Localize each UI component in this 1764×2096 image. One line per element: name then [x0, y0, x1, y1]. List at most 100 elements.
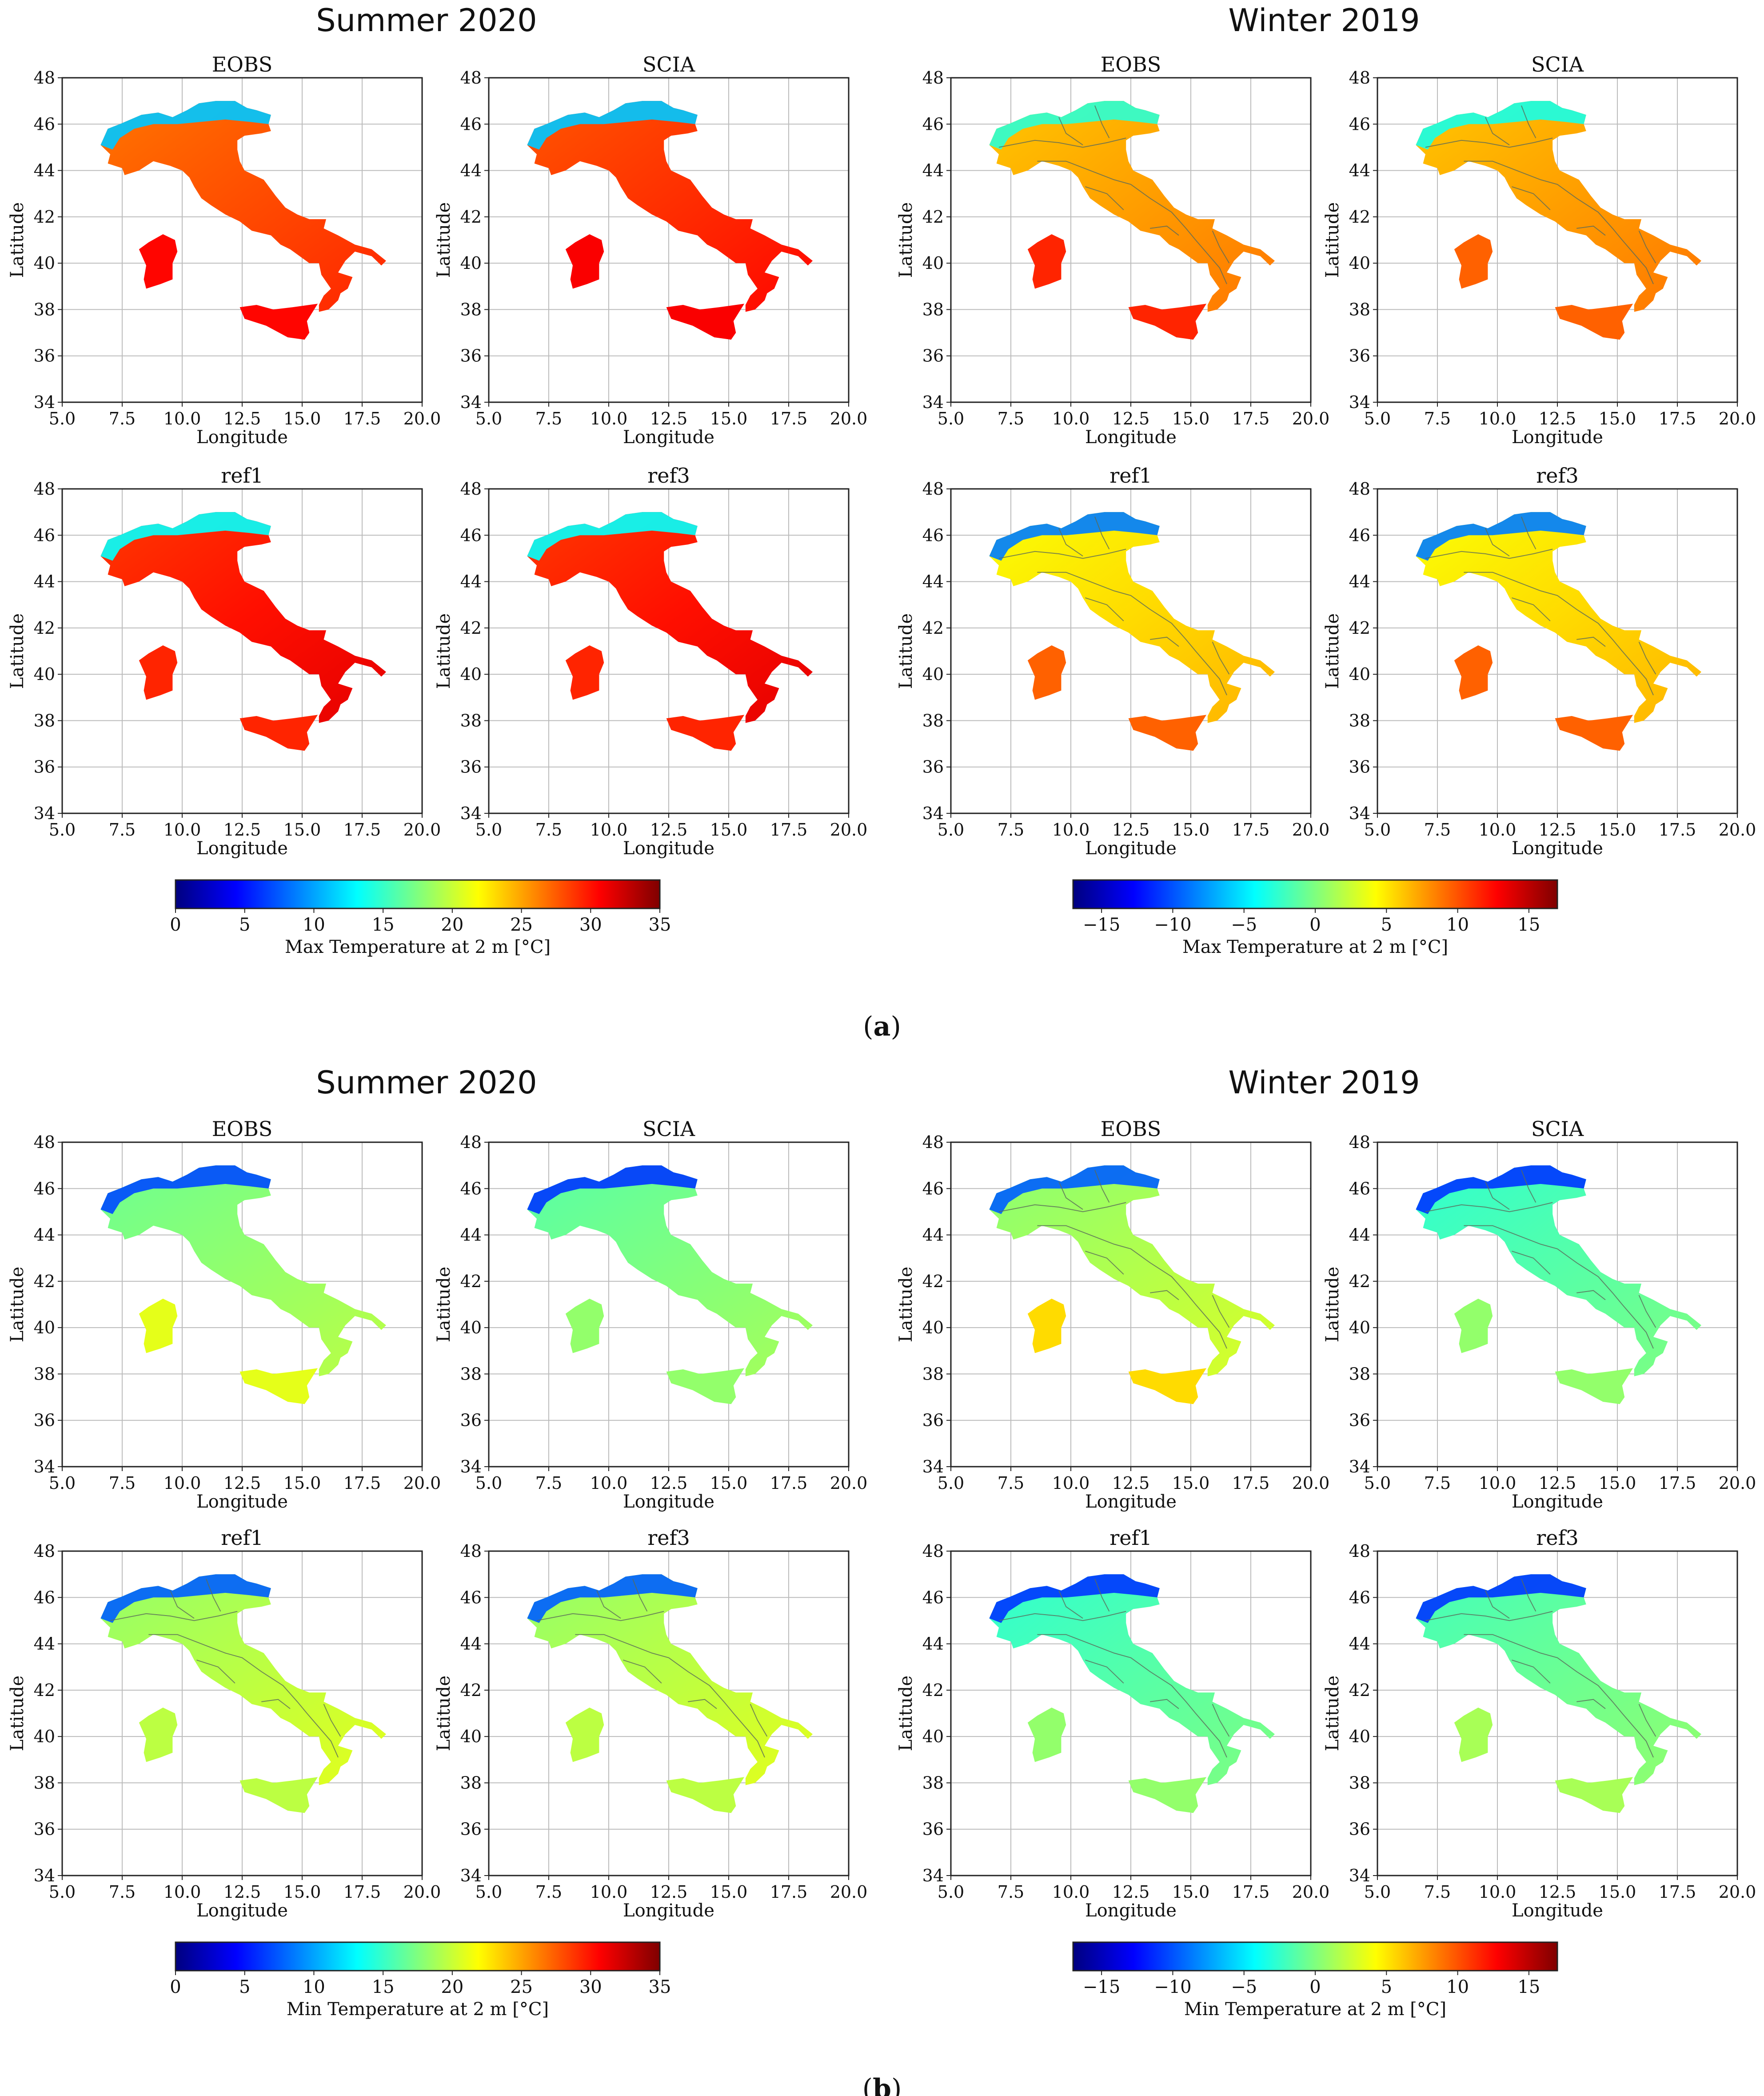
mainland-shape: [1416, 512, 1701, 723]
land-layer: [100, 1165, 386, 1404]
region-boundary: [998, 1202, 1126, 1212]
x-tick-label: 5.0: [475, 820, 502, 840]
region-boundary: [1058, 528, 1083, 557]
x-tick-label: 20.0: [403, 1882, 441, 1902]
y-axis-label: Latitude: [1322, 613, 1343, 689]
y-tick-label: 38: [922, 300, 944, 319]
panel-label-letter: a: [874, 1011, 891, 1042]
panel-label: (a): [863, 1011, 901, 1042]
map-title: ref1: [221, 1526, 263, 1550]
map-title: ref3: [647, 1526, 690, 1550]
region-boundary: [1576, 225, 1606, 236]
y-tick-label: 46: [1349, 1588, 1370, 1607]
y-tick-label: 48: [922, 1132, 944, 1152]
x-tick-label: 12.5: [1112, 1882, 1150, 1902]
region-boundary: [1212, 230, 1230, 264]
x-tick-label: 10.0: [1479, 1473, 1517, 1493]
map-panel-ref3: ref3 5.0 7.5 10.0 12.5 15.0 17.5 20.0 34 36 38 40 42…: [434, 1526, 867, 1921]
sicily-shape: [1555, 715, 1633, 751]
group-title: Winter 2019: [1228, 1064, 1420, 1101]
x-tick-label: 20.0: [1719, 820, 1756, 840]
region-boundary: [1085, 597, 1124, 621]
y-tick-label: 38: [34, 1364, 55, 1384]
x-tick-label: 15.0: [710, 1882, 748, 1902]
x-tick-label: 17.5: [343, 409, 381, 428]
x-tick-label: 7.5: [998, 820, 1024, 840]
map-title: ref1: [1109, 464, 1152, 488]
x-axis-label: Longitude: [1085, 427, 1177, 448]
x-tick-label: 17.5: [1232, 820, 1270, 840]
region-boundary: [596, 1590, 621, 1619]
x-tick-label: 15.0: [1599, 820, 1636, 840]
x-tick-label: 17.5: [770, 409, 808, 428]
region-boundary: [323, 1704, 341, 1737]
x-tick-label: 10.0: [1052, 820, 1090, 840]
colorbar-tick-label: 20: [441, 1977, 463, 1997]
y-tick-label: 44: [34, 1225, 55, 1245]
land-layer: [989, 1574, 1275, 1813]
x-axis-label: Longitude: [1085, 1900, 1177, 1921]
region-boundary: [1037, 1634, 1227, 1758]
y-tick-label: 44: [1349, 1225, 1370, 1245]
region-boundary: [1425, 137, 1553, 148]
sardinia-shape: [139, 1299, 178, 1353]
y-tick-label: 38: [1349, 1773, 1370, 1792]
region-boundary: [1425, 548, 1553, 559]
y-axis-label: Latitude: [7, 202, 28, 278]
colorbar-tick-label: 10: [303, 1977, 325, 1997]
x-tick-label: 10.0: [1052, 1473, 1090, 1493]
y-tick-label: 34: [34, 1866, 55, 1885]
x-tick-label: 10.0: [590, 1882, 628, 1902]
y-tick-label: 36: [922, 346, 944, 366]
region-boundary: [1425, 1202, 1553, 1212]
colorbar-tick-label: −5: [1231, 1977, 1257, 1997]
map-panel-ref1: ref1 5.0 7.5 10.0 12.5 15.0 17.5 20.0 34 36 38 40 42…: [896, 464, 1329, 859]
alpine-shape: [527, 101, 698, 150]
y-axis-label: Latitude: [434, 613, 454, 689]
sardinia-shape: [1454, 645, 1493, 700]
colorbar-tick-label: 15: [1517, 915, 1540, 935]
y-axis-label: Latitude: [896, 202, 916, 278]
x-tick-label: 12.5: [1112, 409, 1150, 428]
y-tick-label: 42: [34, 1272, 55, 1291]
map-panel-ref1: ref1 5.0 7.5 10.0 12.5 15.0 17.5 20.0 34 36 38 40 42…: [896, 1526, 1329, 1921]
y-tick-label: 34: [460, 1866, 482, 1885]
map-panel-ref3: ref3 5.0 7.5 10.0 12.5 15.0 17.5 20.0 34 36 38 40 42…: [1322, 464, 1756, 859]
colorbar-tick-label: 5: [1381, 915, 1392, 935]
sardinia-shape: [565, 1708, 604, 1762]
y-axis-label: Latitude: [896, 1676, 916, 1751]
x-tick-label: 7.5: [1424, 820, 1451, 840]
x-tick-label: 17.5: [343, 820, 381, 840]
colorbar: 0 5 10 15 20 25 30 35 Max Temperature at 2 m [°C…: [170, 879, 671, 957]
x-tick-label: 10.0: [1479, 1882, 1517, 1902]
x-tick-label: 7.5: [535, 409, 562, 428]
region-boundary: [1085, 1660, 1124, 1684]
x-tick-label: 5.0: [49, 1473, 76, 1493]
region-boundary: [1638, 1704, 1656, 1737]
region-boundary: [196, 1660, 235, 1684]
y-tick-label: 36: [922, 757, 944, 777]
colorbar-tick-label: 0: [170, 915, 181, 935]
y-axis-label: Latitude: [896, 613, 916, 689]
y-tick-label: 40: [1349, 1318, 1370, 1337]
x-axis-label: Longitude: [1085, 838, 1177, 859]
mainland-shape: [1416, 1165, 1701, 1376]
map-title: ref1: [1109, 1526, 1152, 1550]
alpine-shape: [989, 1165, 1160, 1214]
map-title: ref1: [221, 464, 263, 488]
panel-label-open: (: [863, 1011, 873, 1042]
colorbar-tick-label: 30: [579, 1977, 602, 1997]
x-tick-label: 20.0: [830, 820, 868, 840]
y-tick-label: 36: [1349, 1820, 1370, 1839]
colorbar-tick-label: 0: [170, 1977, 181, 1997]
alpine-shape: [100, 512, 271, 561]
colorbar-tick-label: 10: [303, 915, 325, 935]
x-tick-label: 12.5: [223, 820, 261, 840]
sicily-shape: [666, 304, 745, 340]
colorbar-tick-label: 15: [372, 1977, 395, 1997]
x-tick-label: 15.0: [1599, 1473, 1636, 1493]
region-boundary: [688, 1699, 717, 1709]
x-axis-label: Longitude: [196, 838, 288, 859]
